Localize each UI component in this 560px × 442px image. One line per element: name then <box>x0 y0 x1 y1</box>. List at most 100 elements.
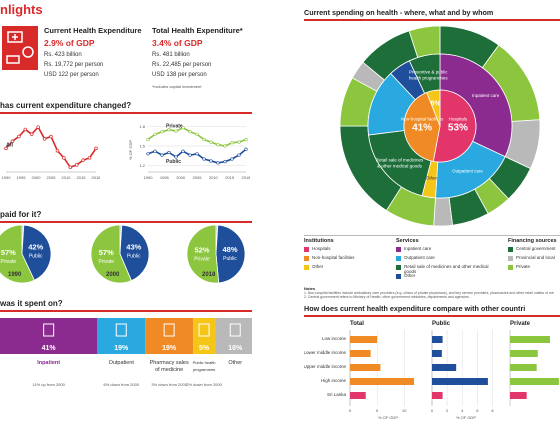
spent-name-2-1: of medicine <box>155 367 183 373</box>
pie-year-1990: 1990 <box>8 272 22 278</box>
legend-swatch-src-0 <box>508 247 513 252</box>
xtick-2010: 2010 <box>209 175 219 180</box>
spent-value-4: 16% <box>228 345 243 352</box>
y-axis-label: % OF GDP <box>128 140 133 160</box>
point-private-1 <box>153 132 157 136</box>
spent-note-3: 2% down from 2000 <box>186 382 222 387</box>
point-public-6 <box>188 153 192 157</box>
pie-2000-slice-private <box>90 224 132 284</box>
point-private-5 <box>181 126 185 130</box>
inner-ring-1 <box>403 92 441 162</box>
pie-2018-label-foreign: <1% <box>211 228 224 234</box>
compare-private-bar-4 <box>510 392 527 399</box>
point-private-0 <box>146 137 150 142</box>
current-line1: Rs. 423 billion <box>44 52 82 58</box>
compare-private-bar-1 <box>510 350 538 357</box>
spent-name-2-0: Pharmacy sales <box>150 360 189 366</box>
compare-total-xlabel: % OF GDP <box>378 415 398 420</box>
point-all-9 <box>62 156 66 160</box>
point-all-6 <box>42 137 47 141</box>
ytick-1.5: 1.5 <box>139 144 145 149</box>
point-all-10 <box>68 165 73 170</box>
spent-name-1-0: Outpatient <box>109 360 135 366</box>
point-all-14 <box>94 146 98 151</box>
pie-2018-name-public: Public <box>223 256 237 262</box>
paid-section-title: paid for it? <box>0 210 42 219</box>
point-public-7 <box>195 152 199 156</box>
xtick-2015: 2015 <box>225 175 235 180</box>
pie-2018-slice-public <box>215 224 246 284</box>
point-all-12 <box>81 158 85 162</box>
compare-total-bar-2 <box>350 364 381 371</box>
pie-2018-label-private: 52% <box>195 246 210 255</box>
middle-label-3-0: Retail sale of medicines <box>376 158 424 163</box>
compare-total-xtick-10: 10 <box>402 408 407 413</box>
outer-ring-6 <box>433 196 453 227</box>
xtick-1990: 1990 <box>2 175 12 180</box>
point-public-4 <box>174 155 178 159</box>
series-label-private: Private <box>166 124 183 130</box>
compare-total-title: Total <box>350 321 364 327</box>
notes-title: Notes <box>304 286 316 291</box>
compare-total-xtick-0: 0 <box>349 408 352 413</box>
point-public-12 <box>230 157 234 161</box>
legend-swatch-inst-1 <box>304 256 309 261</box>
inner-ring-0 <box>432 89 477 163</box>
current-expenditure-trend-chart: All 1990 1995 2000 2005 2010 2015 2018 <box>2 125 100 180</box>
compare-public-xtick-4: 4 <box>461 408 464 413</box>
spent-section-title: was it spent on? <box>0 299 63 308</box>
pie-2000-label-public: 43% <box>126 243 141 252</box>
point-all-5 <box>36 125 40 129</box>
xtick-2018: 2018 <box>242 175 250 180</box>
legend-swatch-inst-0 <box>304 247 309 252</box>
compare-private-bar-3 <box>510 378 559 385</box>
xtick-1990: 1990 <box>144 175 154 180</box>
spent-icon-3 <box>198 323 210 337</box>
pie-1990-label-private: 57% <box>1 248 16 257</box>
inner-value-0: 53% <box>448 123 468 134</box>
compare-private-bar-0 <box>510 336 550 343</box>
pie-1990-slice-private <box>0 224 35 284</box>
spent-note-2: 3% down from 2000 <box>151 382 187 387</box>
xtick-2000: 2000 <box>32 175 42 180</box>
middle-label-0-0: Inpatient care <box>472 93 500 98</box>
compare-public-bar-0 <box>432 336 443 343</box>
legend-sources-title: Financing sources <box>508 238 557 244</box>
xtick-2018: 2018 <box>92 175 100 180</box>
legend-label-serv-2: Retail sale of medicines and other medic… <box>404 264 489 274</box>
point-public-13 <box>237 153 241 157</box>
compare-total-xtick-5: 5 <box>376 408 379 413</box>
category-label-0: Low income <box>322 336 347 341</box>
inner-value-2: 6% <box>430 100 441 107</box>
pie-year-2018: 2018 <box>202 272 216 278</box>
highlights-title: nlights <box>0 2 43 17</box>
legend-label-src-2: Private <box>516 264 531 269</box>
point-private-13 <box>237 140 241 144</box>
pie-2000-name-private: Private <box>99 259 115 265</box>
point-public-3 <box>167 150 171 155</box>
spending-section-title: Current spending on health - where, what… <box>304 8 494 17</box>
note-2: 2. Central government refers to Ministry… <box>304 295 470 299</box>
pie-1990-label-public: 42% <box>28 242 43 251</box>
legend-services-title: Services <box>396 238 419 244</box>
xtick-2000: 2000 <box>176 175 186 180</box>
point-all-3 <box>23 127 28 132</box>
legend-label-serv-3: Other <box>404 273 416 278</box>
spent-on-chart: 41% Inpatient 11% up from 2000 19% Outpatien… <box>0 318 252 387</box>
financing-pies: <1%Foreign42%Public57%Private<1%Foreign4… <box>0 224 246 284</box>
note-1: 1. Non-hospital facilities include ambul… <box>304 291 554 295</box>
legend-institutions-title: Institutions <box>304 238 334 244</box>
inner-ring-2 <box>426 89 441 127</box>
legend-swatch-serv-3 <box>396 274 401 279</box>
point-private-14 <box>244 137 248 142</box>
point-public-9 <box>209 159 213 163</box>
point-private-2 <box>160 130 164 134</box>
point-public-0 <box>146 152 150 156</box>
point-private-12 <box>230 141 234 145</box>
compare-section-title: How does current health expenditure comp… <box>304 304 526 313</box>
middle-label-1-0: Outpatient care <box>452 168 483 173</box>
pie-2000-label-foreign: <1% <box>115 228 128 234</box>
compare-public-bar-1 <box>432 350 442 357</box>
compare-total-bar-4 <box>350 392 366 399</box>
spent-note-1: 6% down from 2000 <box>103 382 139 387</box>
